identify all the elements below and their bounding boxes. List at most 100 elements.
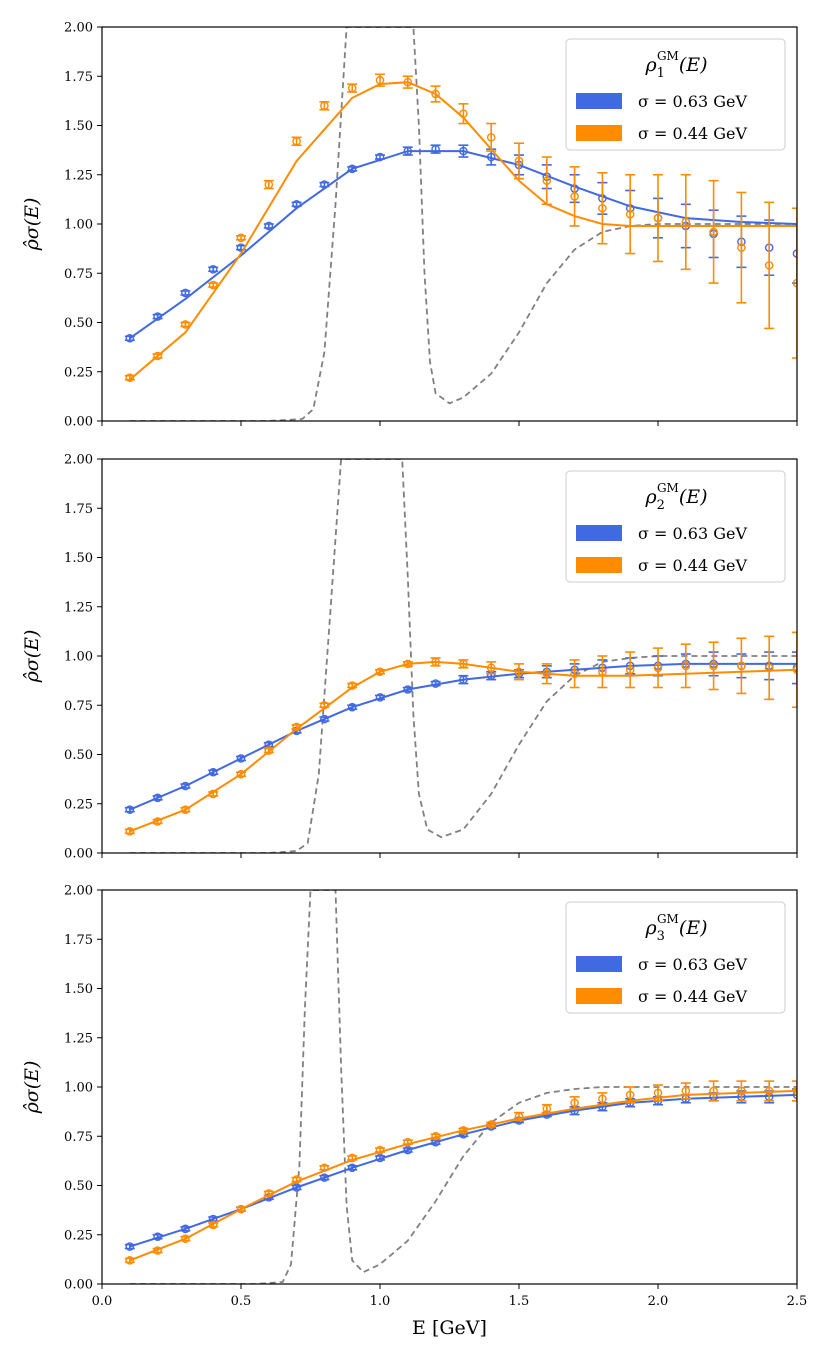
y-tick-label: 1.75 [64, 70, 93, 85]
data-point [431, 144, 440, 154]
legend: ρ3 GM(E) σ = 0.63 GeV σ = 0.44 GeV [565, 901, 786, 1014]
data-point [403, 146, 413, 156]
panels: 0.00 0.25 0.50 0.75 1.00 1.25 1.50 1.75 2.00 ρ̂σ(… [21, 21, 807, 1340]
data-point [208, 280, 218, 290]
data-point [709, 227, 718, 237]
data-point [208, 1220, 218, 1230]
data-point [681, 1086, 691, 1096]
data-point [598, 203, 607, 213]
data-point [153, 1246, 162, 1255]
plot-area [124, 27, 797, 421]
data-point [153, 1232, 162, 1242]
legend-title-tail: (E) [679, 54, 708, 76]
data-point [514, 156, 524, 166]
y-tick-label: 1.25 [64, 168, 93, 183]
data-point [598, 1094, 607, 1104]
data-point [625, 1090, 635, 1100]
data-point [292, 722, 301, 732]
y-tick-label: 0.50 [64, 1179, 93, 1194]
data-point [153, 793, 162, 803]
x-tick-label: 1.0 [370, 1294, 391, 1309]
legend-swatch [576, 557, 622, 573]
legend-title: ρ3 GM(E) [645, 912, 708, 944]
legend-entry-label: σ = 0.63 GeV [638, 955, 747, 974]
legend-title-sup: GM [657, 912, 679, 926]
legend-box [565, 470, 786, 583]
legend-title-main: ρ [645, 486, 658, 508]
data-point [431, 1131, 440, 1141]
data-point [653, 213, 663, 223]
data-point [264, 180, 274, 189]
data-point [236, 754, 246, 763]
legend-swatch [576, 93, 622, 109]
data-point [792, 278, 797, 288]
data-point [181, 781, 190, 791]
data-point [347, 1153, 357, 1163]
legend-swatch [576, 956, 622, 972]
plot-area [124, 890, 797, 1284]
data-point [208, 767, 218, 777]
data-point [347, 164, 357, 174]
series-2-fit-curve [129, 81, 797, 381]
legend-swatch [576, 525, 622, 541]
legend-swatch [576, 125, 622, 141]
legend-entry-label: σ = 0.44 GeV [638, 124, 747, 143]
y-tick-label: 0.25 [64, 365, 93, 380]
data-point [486, 133, 496, 142]
legend-title-main: ρ [645, 54, 658, 76]
data-point [375, 1145, 385, 1155]
legend: ρ1 GM(E) σ = 0.63 GeV σ = 0.44 GeV [565, 38, 786, 151]
data-point [292, 1175, 301, 1184]
data-point [764, 663, 774, 673]
x-tick-label: 2.5 [787, 1294, 808, 1309]
legend-box [565, 901, 786, 1014]
reference-dashed-curve [129, 890, 797, 1284]
data-point [375, 693, 385, 702]
y-tick-label: 2.00 [64, 453, 93, 468]
legend-entry-label: σ = 0.44 GeV [638, 987, 747, 1006]
data-point [181, 320, 190, 329]
legend-entry-label: σ = 0.44 GeV [638, 556, 747, 575]
legend-entry-label: σ = 0.63 GeV [638, 92, 747, 111]
legend-title-sub: 3 [657, 929, 665, 944]
y-tick-label: 0.00 [64, 415, 93, 430]
legend-title-tail: (E) [679, 917, 708, 939]
data-point [320, 101, 329, 111]
data-point [403, 685, 413, 694]
legend-box [565, 38, 786, 151]
legend-entry-label: σ = 0.63 GeV [638, 524, 747, 543]
reference-dashed-curve [129, 459, 797, 853]
data-point [264, 221, 274, 231]
data-point [347, 83, 357, 93]
x-tick-label: 2.0 [648, 1294, 669, 1309]
data-point [459, 1126, 468, 1135]
y-tick-label: 0.75 [64, 267, 93, 282]
data-point [542, 1104, 552, 1113]
data-point [792, 1090, 797, 1100]
x-axis-label: E [GeV] [412, 1317, 487, 1339]
data-point [570, 669, 579, 679]
legend-swatch [576, 988, 622, 1004]
data-point [681, 217, 691, 227]
data-point [486, 663, 496, 673]
data-point [459, 146, 468, 156]
data-point [403, 659, 413, 669]
y-tick-label: 2.00 [64, 884, 93, 899]
data-point [431, 657, 440, 667]
data-point [403, 77, 413, 87]
data-point [264, 746, 274, 755]
data-point [431, 679, 440, 688]
y-tick-label: 1.75 [64, 502, 93, 517]
data-point [181, 805, 190, 814]
y-tick-label: 0.75 [64, 1130, 93, 1145]
x-tick-label: 1.5 [509, 1294, 530, 1309]
y-tick-label: 1.00 [64, 218, 93, 233]
data-point [792, 1086, 797, 1096]
data-point [125, 1256, 135, 1265]
data-point [653, 663, 663, 673]
data-point [181, 288, 190, 298]
y-axis-label: ρ̂σ(E) [21, 1061, 43, 1115]
data-point [153, 312, 162, 321]
legend-title-sub: 1 [657, 66, 665, 81]
